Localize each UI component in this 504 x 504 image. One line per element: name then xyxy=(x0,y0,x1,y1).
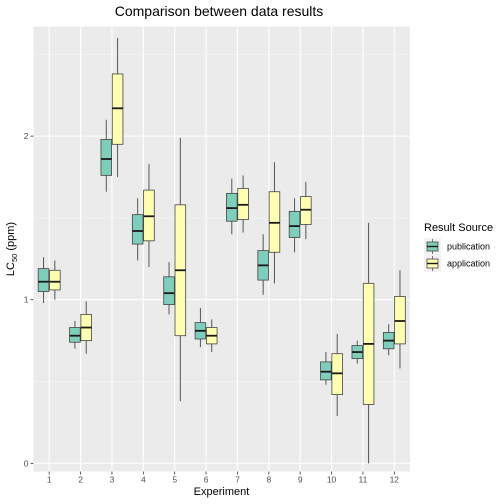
x-tick-label: 3 xyxy=(110,475,115,485)
box-publication-5 xyxy=(163,262,175,315)
y-tick-label: 0 xyxy=(24,458,29,468)
y-axis-label-main: LC xyxy=(5,262,17,276)
box-body xyxy=(100,138,113,176)
box-body xyxy=(163,276,175,306)
x-tick-label: 1 xyxy=(47,475,52,485)
box-publication-8 xyxy=(257,234,269,295)
legend-title: Result Source xyxy=(424,222,493,234)
legend-item-application: application xyxy=(424,255,490,272)
box-application-10 xyxy=(331,334,343,416)
chart-title: Comparison between data results xyxy=(115,3,324,19)
legend: Result Source publication application xyxy=(424,222,493,272)
boxplot-marks xyxy=(37,37,406,464)
x-tick-label: 11 xyxy=(359,475,368,485)
box-publication-12 xyxy=(382,324,395,356)
legend-label: application xyxy=(447,259,490,269)
box-publication-2 xyxy=(69,320,81,349)
box-application-7 xyxy=(237,175,249,233)
x-tick-label: 12 xyxy=(390,475,400,485)
box-publication-1 xyxy=(37,257,50,303)
box-publication-3 xyxy=(100,119,113,192)
x-axis: 1 2 3 4 5 6 7 8 9 10 11 12 xyxy=(47,471,400,485)
box-application-12 xyxy=(394,270,406,369)
box-application-8 xyxy=(268,162,281,284)
plot-panel xyxy=(33,26,410,472)
y-axis: 0 1 2 xyxy=(24,131,34,468)
box-application-9 xyxy=(300,181,312,240)
y-axis-label-subscript: 50 xyxy=(10,254,19,262)
box-application-3 xyxy=(111,37,124,178)
x-axis-label: Experiment xyxy=(194,486,250,498)
box-publication-4 xyxy=(131,198,144,261)
box-body xyxy=(49,269,61,291)
x-tick-label: 2 xyxy=(78,475,83,485)
y-axis-label-unit: (ppm) xyxy=(5,222,17,254)
y-tick-label: 1 xyxy=(24,295,29,305)
box-publication-6 xyxy=(194,307,207,348)
box-publication-11 xyxy=(351,340,364,364)
y-axis-label: LC50 (ppm) xyxy=(5,222,19,276)
legend-item-publication: publication xyxy=(424,238,490,255)
y-tick-label: 2 xyxy=(24,131,29,141)
x-tick-label: 6 xyxy=(204,475,209,485)
x-tick-label: 8 xyxy=(266,475,271,485)
box-application-2 xyxy=(80,301,92,354)
box-application-11 xyxy=(362,222,375,464)
box-application-5 xyxy=(174,137,187,402)
box-body xyxy=(37,268,50,292)
x-tick-label: 10 xyxy=(327,475,337,485)
x-tick-label: 5 xyxy=(172,475,177,485)
box-body xyxy=(288,210,301,238)
legend-label: publication xyxy=(447,242,490,252)
box-application-4 xyxy=(143,163,155,267)
x-tick-label: 4 xyxy=(141,475,146,485)
box-body xyxy=(131,214,144,245)
box-publication-7 xyxy=(226,178,238,235)
box-application-6 xyxy=(205,319,218,353)
box-publication-9 xyxy=(288,198,301,253)
box-application-1 xyxy=(49,260,61,300)
x-tick-label: 7 xyxy=(235,475,240,485)
x-tick-label: 9 xyxy=(298,475,303,485)
box-publication-10 xyxy=(320,352,332,385)
